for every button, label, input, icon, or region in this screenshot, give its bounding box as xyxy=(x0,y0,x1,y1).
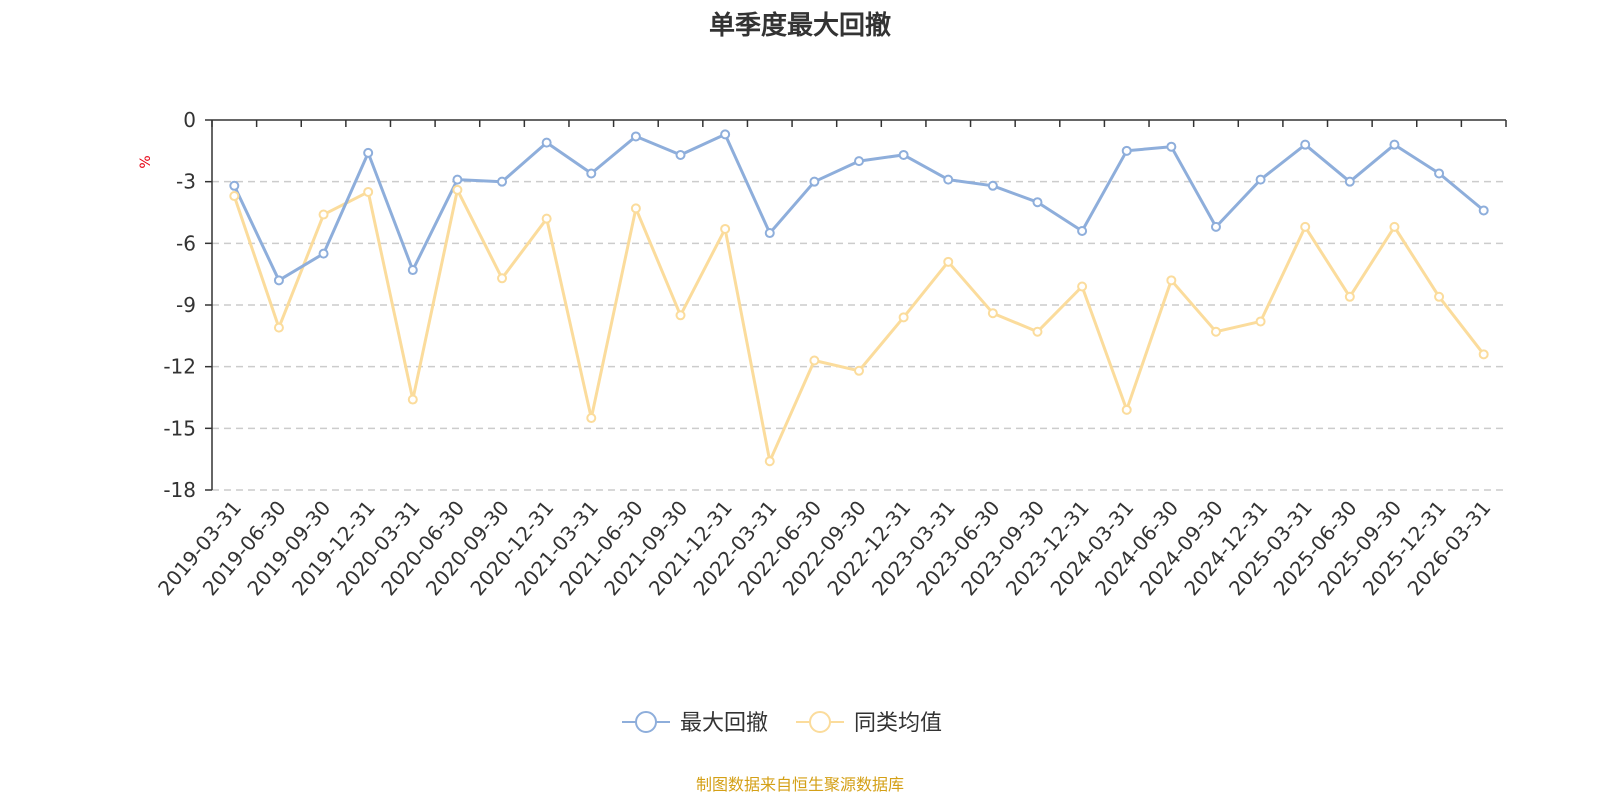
data-point xyxy=(1434,168,1445,179)
data-point xyxy=(318,209,329,220)
data-point xyxy=(675,149,686,160)
data-point xyxy=(1300,139,1311,150)
data-point xyxy=(764,456,775,467)
y-tick-label: 0 xyxy=(183,108,196,132)
data-point xyxy=(363,147,374,158)
data-point xyxy=(1389,221,1400,232)
data-point xyxy=(1121,145,1132,156)
data-point xyxy=(586,413,597,424)
data-point xyxy=(1077,226,1088,236)
y-tick-label: -12 xyxy=(163,355,196,379)
y-tick-label: -3 xyxy=(176,170,196,194)
legend[interactable]: 最大回撤 同类均值 xyxy=(622,711,942,736)
data-point xyxy=(898,149,909,160)
data-point xyxy=(1166,275,1177,286)
grid-layer xyxy=(212,180,1506,491)
data-point xyxy=(630,131,641,142)
data-point xyxy=(497,273,508,284)
axis-layer: 0-3-6-9-12-15-182019-03-312019-06-302019… xyxy=(153,108,1507,600)
data-point xyxy=(229,180,240,191)
y-tick-label: -15 xyxy=(163,416,196,440)
data-point xyxy=(452,184,463,195)
data-point xyxy=(1032,197,1043,208)
y-tick-label: -9 xyxy=(176,293,196,317)
data-source-note: 制图数据来自恒生聚源数据库 xyxy=(696,775,904,794)
data-point xyxy=(407,265,418,276)
data-point xyxy=(229,191,240,202)
data-point xyxy=(1434,291,1445,302)
data-point xyxy=(1121,404,1132,415)
legend-marker xyxy=(635,711,657,733)
legend-marker xyxy=(809,711,831,733)
data-point xyxy=(363,186,374,197)
data-point xyxy=(987,180,998,191)
data-point xyxy=(854,365,864,376)
data-point xyxy=(273,275,284,286)
chart-title: 单季度最大回撤 xyxy=(709,10,891,41)
data-point xyxy=(586,168,597,179)
data-point xyxy=(1300,221,1311,232)
data-point xyxy=(943,174,954,185)
data-point xyxy=(720,223,731,234)
data-point xyxy=(809,176,820,187)
data-point xyxy=(541,213,552,224)
legend-label: 同类均值 xyxy=(854,711,942,736)
data-point xyxy=(675,310,686,321)
data-point xyxy=(1478,205,1489,216)
data-point xyxy=(809,355,820,366)
data-point xyxy=(273,322,284,333)
data-point xyxy=(318,248,329,259)
data-point xyxy=(943,256,954,267)
data-point xyxy=(1255,316,1266,327)
data-point xyxy=(497,176,508,187)
data-point xyxy=(1032,326,1043,337)
data-point xyxy=(541,137,552,148)
data-point xyxy=(1210,326,1221,337)
data-point xyxy=(1389,139,1400,150)
y-tick-label: -18 xyxy=(163,478,196,502)
data-point xyxy=(630,203,641,214)
data-point xyxy=(1344,291,1355,302)
data-point xyxy=(764,228,775,239)
data-point xyxy=(452,174,463,185)
data-point xyxy=(720,129,731,140)
data-point xyxy=(407,394,418,405)
series-line xyxy=(232,188,1485,463)
y-axis-unit: % xyxy=(138,155,154,168)
data-point xyxy=(1210,221,1221,232)
data-point xyxy=(1255,174,1266,185)
legend-label: 最大回撤 xyxy=(680,711,768,736)
data-point xyxy=(1166,141,1177,152)
data-point xyxy=(1077,281,1088,292)
data-point xyxy=(987,308,998,319)
data-point xyxy=(1344,176,1355,187)
data-point xyxy=(898,312,909,323)
series-layer xyxy=(229,129,1489,467)
y-tick-label: -6 xyxy=(176,231,196,255)
data-point xyxy=(854,156,864,167)
data-point xyxy=(1478,349,1489,360)
